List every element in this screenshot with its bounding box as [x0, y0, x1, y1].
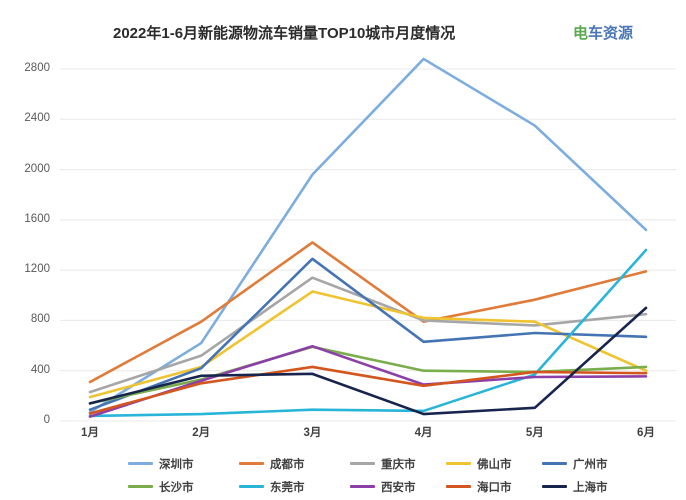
legend-label: 佛山市 — [477, 458, 512, 471]
legend-swatch-icon — [128, 462, 153, 465]
series-line-佛山市 — [88, 290, 648, 399]
legend-label: 广州市 — [573, 458, 608, 471]
series-line-成都市 — [88, 241, 648, 384]
legend-item-长沙市[interactable]: 长沙市 — [128, 475, 194, 498]
legend-label: 深圳市 — [159, 458, 194, 471]
legend-swatch-icon — [350, 462, 375, 465]
legend-item-上海市[interactable]: 上海市 — [542, 475, 608, 498]
x-axis-tick-label: 5月 — [525, 427, 544, 439]
chart-legend: 深圳市 成都市 重庆市 佛山市 广州市 长沙市 东莞市 西安市 海口市 上海市 — [0, 452, 686, 498]
legend-swatch-icon — [542, 462, 567, 465]
legend-label: 重庆市 — [381, 458, 416, 471]
legend-item-重庆市[interactable]: 重庆市 — [350, 452, 416, 475]
legend-swatch-icon — [239, 462, 264, 465]
legend-label: 成都市 — [270, 458, 305, 471]
legend-label: 上海市 — [573, 481, 608, 494]
series-line-上海市 — [88, 306, 648, 416]
legend-label: 长沙市 — [159, 481, 194, 494]
legend-swatch-icon — [446, 485, 471, 488]
legend-swatch-icon — [239, 485, 264, 488]
brand-logo-rest: 车资源 — [588, 25, 634, 42]
series-line-东莞市 — [88, 248, 648, 418]
y-axis-tick-label: 2400 — [24, 112, 50, 125]
legend-item-东莞市[interactable]: 东莞市 — [239, 475, 305, 498]
y-axis-tick-label: 1200 — [24, 263, 50, 276]
series-lines — [88, 57, 648, 418]
legend-item-广州市[interactable]: 广州市 — [542, 452, 608, 475]
x-axis-tick-label: 1月 — [81, 427, 99, 439]
x-axis-tick-label: 6月 — [637, 427, 655, 439]
x-axis-tick-label: 4月 — [414, 427, 433, 439]
y-axis-tick-label: 2000 — [24, 162, 50, 175]
brand-logo-first-char: 电 — [573, 25, 589, 42]
x-axis-tick-label: 2月 — [192, 427, 211, 439]
legend-row-1: 深圳市 成都市 重庆市 佛山市 广州市 — [0, 452, 686, 475]
series-line-广州市 — [88, 257, 648, 411]
brand-logo: 电车资源 — [573, 22, 633, 43]
legend-item-成都市[interactable]: 成都市 — [239, 452, 305, 475]
chart-header: 2022年1-6月新能源物流车销量TOP10城市月度情况 电车资源 — [0, 10, 686, 44]
y-axis-tick-label: 400 — [30, 363, 50, 376]
series-line-海口市 — [88, 365, 648, 415]
legend-swatch-icon — [128, 485, 153, 488]
legend-swatch-icon — [350, 485, 375, 488]
legend-label: 西安市 — [381, 481, 416, 494]
series-line-西安市 — [88, 344, 648, 418]
y-axis-tick-label: 800 — [30, 313, 50, 326]
legend-label: 海口市 — [477, 481, 512, 494]
y-axis-tick-label: 1600 — [24, 212, 50, 225]
legend-swatch-icon — [446, 462, 471, 465]
x-axis-tick-label: 3月 — [303, 427, 322, 439]
legend-item-海口市[interactable]: 海口市 — [446, 475, 512, 498]
series-line-深圳市 — [88, 57, 648, 414]
legend-row-2: 长沙市 东莞市 西安市 海口市 上海市 — [0, 475, 686, 498]
legend-swatch-icon — [542, 485, 567, 488]
y-axis-tick-label: 0 — [43, 414, 50, 426]
legend-item-深圳市[interactable]: 深圳市 — [128, 452, 194, 475]
y-axis-tick-label: 2800 — [24, 62, 50, 74]
legend-item-西安市[interactable]: 西安市 — [350, 475, 416, 498]
legend-label: 东莞市 — [270, 481, 305, 494]
gridlines — [60, 68, 676, 422]
legend-item-佛山市[interactable]: 佛山市 — [446, 452, 512, 475]
page-title: 2022年1-6月新能源物流车销量TOP10城市月度情况 — [113, 25, 456, 42]
